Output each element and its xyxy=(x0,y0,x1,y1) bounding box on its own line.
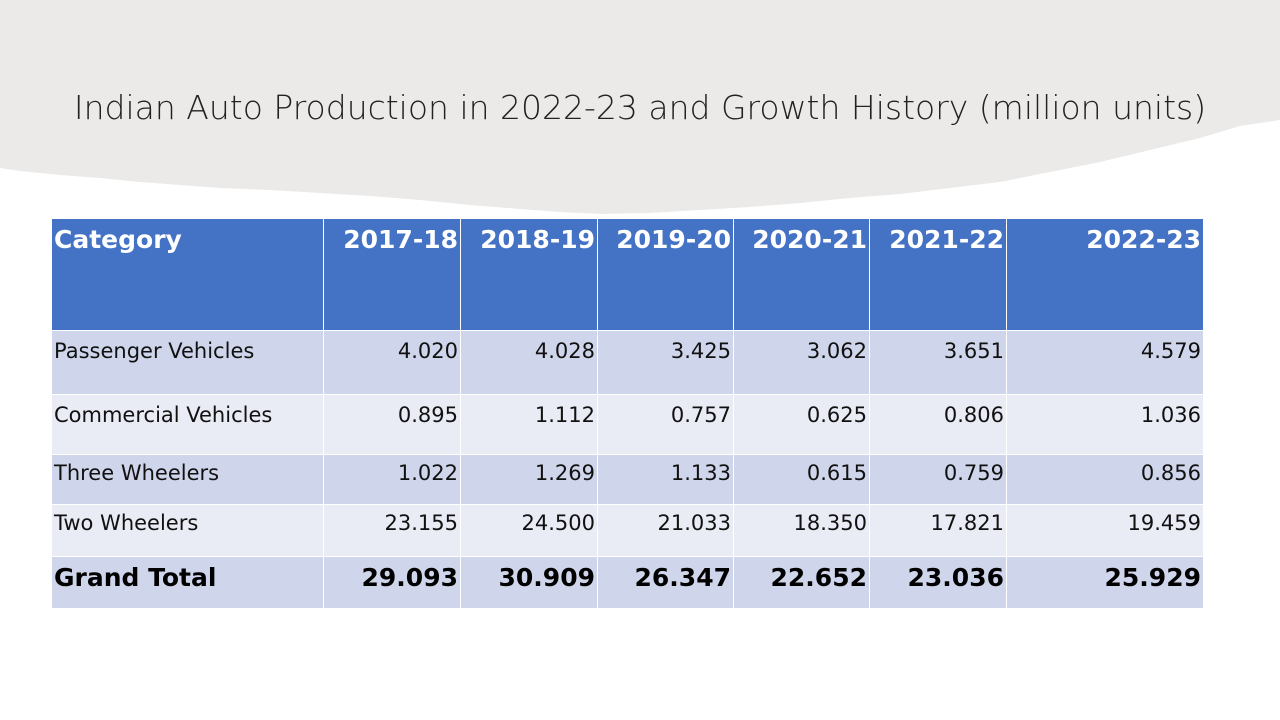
grand-total-row: Grand Total 29.093 30.909 26.347 22.652 … xyxy=(51,556,1204,609)
cell-value: 30.909 xyxy=(460,556,598,609)
cell-value: 3.425 xyxy=(597,330,734,395)
header-2019-20: 2019-20 xyxy=(597,218,734,331)
table-header-row: Category 2017-18 2018-19 2019-20 2020-21… xyxy=(51,218,1204,331)
header-2021-22: 2021-22 xyxy=(869,218,1007,331)
table-row: Three Wheelers 1.022 1.269 1.133 0.615 0… xyxy=(51,454,1204,505)
cell-value: 19.459 xyxy=(1006,504,1204,557)
header-2017-18: 2017-18 xyxy=(323,218,461,331)
table-row: Commercial Vehicles 0.895 1.112 0.757 0.… xyxy=(51,394,1204,455)
torn-paper-banner xyxy=(0,0,1280,214)
cell-value: 24.500 xyxy=(460,504,598,557)
row-label: Three Wheelers xyxy=(51,454,324,505)
slide-title: Indian Auto Production in 2022-23 and Gr… xyxy=(73,88,1207,127)
auto-production-table: Category 2017-18 2018-19 2019-20 2020-21… xyxy=(51,218,1204,609)
cell-value: 1.133 xyxy=(597,454,734,505)
cell-value: 0.759 xyxy=(869,454,1007,505)
table-row: Passenger Vehicles 4.020 4.028 3.425 3.0… xyxy=(51,330,1204,395)
cell-value: 1.036 xyxy=(1006,394,1204,455)
cell-value: 3.651 xyxy=(869,330,1007,395)
cell-value: 29.093 xyxy=(323,556,461,609)
cell-value: 1.269 xyxy=(460,454,598,505)
cell-value: 0.856 xyxy=(1006,454,1204,505)
header-2018-19: 2018-19 xyxy=(460,218,598,331)
cell-value: 1.022 xyxy=(323,454,461,505)
cell-value: 18.350 xyxy=(733,504,870,557)
cell-value: 22.652 xyxy=(733,556,870,609)
cell-value: 21.033 xyxy=(597,504,734,557)
table-row: Two Wheelers 23.155 24.500 21.033 18.350… xyxy=(51,504,1204,557)
cell-value: 26.347 xyxy=(597,556,734,609)
row-label: Two Wheelers xyxy=(51,504,324,557)
header-2020-21: 2020-21 xyxy=(733,218,870,331)
cell-value: 4.028 xyxy=(460,330,598,395)
row-label: Commercial Vehicles xyxy=(51,394,324,455)
cell-value: 1.112 xyxy=(460,394,598,455)
cell-value: 0.757 xyxy=(597,394,734,455)
row-label: Passenger Vehicles xyxy=(51,330,324,395)
row-label: Grand Total xyxy=(51,556,324,609)
cell-value: 0.615 xyxy=(733,454,870,505)
header-category: Category xyxy=(51,218,324,331)
header-2022-23: 2022-23 xyxy=(1006,218,1204,331)
cell-value: 23.155 xyxy=(323,504,461,557)
cell-value: 0.895 xyxy=(323,394,461,455)
cell-value: 4.579 xyxy=(1006,330,1204,395)
cell-value: 3.062 xyxy=(733,330,870,395)
cell-value: 0.806 xyxy=(869,394,1007,455)
cell-value: 23.036 xyxy=(869,556,1007,609)
cell-value: 17.821 xyxy=(869,504,1007,557)
cell-value: 4.020 xyxy=(323,330,461,395)
cell-value: 0.625 xyxy=(733,394,870,455)
cell-value: 25.929 xyxy=(1006,556,1204,609)
